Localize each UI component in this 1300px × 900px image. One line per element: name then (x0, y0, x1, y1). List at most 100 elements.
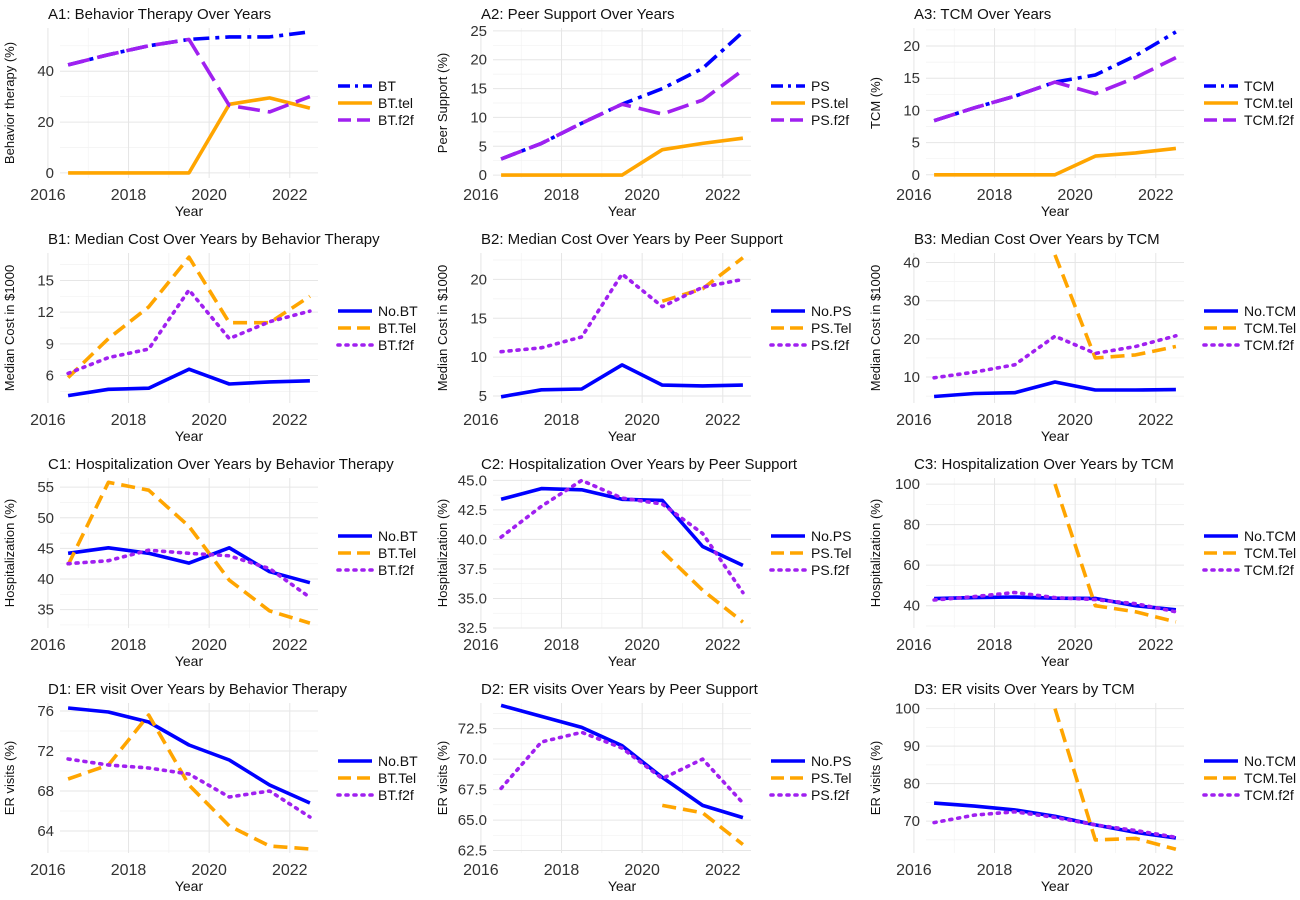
y-tick-label: 42.5 (458, 502, 487, 519)
y-tick-label: 68 (37, 783, 54, 800)
legend-label: BT.Tel (378, 770, 416, 786)
series-line-bt-f2f (66, 288, 312, 376)
series-line-tcm-tel (934, 146, 1177, 177)
chart-title: B3: Median Cost Over Years by TCM (914, 231, 1160, 248)
series-line-no-ps (500, 703, 744, 820)
x-axis-label: Year (1041, 203, 1070, 219)
y-tick-label: 15 (470, 81, 487, 98)
y-tick-label: 40 (903, 598, 920, 615)
legend-label: BT (378, 78, 396, 94)
y-tick-label: 5 (479, 138, 487, 155)
y-tick-label: 5 (479, 388, 487, 405)
legend-label: No.TCM (1244, 528, 1296, 544)
series-line-ps-tel (661, 549, 745, 624)
y-tick-label: 100 (895, 701, 920, 718)
y-tick-label: 40.0 (458, 531, 487, 548)
legend-label: BT.f2f (378, 337, 414, 353)
series-line-bt-tel (66, 255, 311, 379)
series-line-bt-tel (68, 96, 311, 175)
series-line-ps-f2f (499, 272, 745, 354)
chart-panel: 2016 2018 2020 2022 40 60 80 100 C3: Hospitaliza… (868, 456, 1296, 669)
legend-label: TCM (1244, 78, 1274, 94)
x-tick-label: 2022 (705, 862, 741, 879)
legend-label: PS.f2f (811, 787, 849, 803)
y-tick-label: 40 (37, 571, 54, 588)
y-axis-label: Hospitalization (%) (2, 499, 17, 607)
legend-label: No.TCM (1244, 753, 1296, 769)
series-line-ps-tel (661, 803, 745, 846)
chart-title: D3: ER visits Over Years by TCM (914, 681, 1135, 698)
chart-title: A2: Peer Support Over Years (481, 6, 674, 23)
chart-title: A3: TCM Over Years (914, 6, 1051, 23)
x-axis-label: Year (608, 653, 637, 669)
x-tick-label: 2018 (111, 637, 147, 654)
x-tick-label: 2020 (1057, 862, 1093, 879)
y-tick-label: 10 (470, 349, 487, 366)
series-line-tcm-tel (1053, 254, 1177, 360)
x-tick-label: 2018 (544, 637, 580, 654)
y-tick-label: 76 (37, 703, 54, 720)
x-tick-label: 2016 (30, 862, 66, 879)
x-tick-label: 2018 (544, 862, 580, 879)
legend-label: BT.tel (378, 95, 413, 111)
chart-panel: 2016 2018 2020 2022 0 20 40 A1: Behavior Therap… (2, 6, 414, 219)
legend-label: No.PS (811, 753, 851, 769)
x-axis-label: Year (608, 428, 637, 444)
legend-label: TCM.Tel (1244, 320, 1296, 336)
y-tick-label: 25 (470, 23, 487, 40)
x-axis-label: Year (175, 428, 204, 444)
x-tick-label: 2020 (624, 862, 660, 879)
y-tick-label: 10 (470, 109, 487, 126)
x-tick-label: 2016 (463, 187, 499, 204)
chart-panel: 2016 2018 2020 2022 64 68 72 76 D1: ER visit Ove… (2, 681, 418, 894)
y-tick-label: 40 (903, 255, 920, 272)
chart-title: C3: Hospitalization Over Years by TCM (914, 456, 1174, 473)
series-line-bt-f2f (66, 548, 312, 600)
y-tick-label: 67.5 (458, 782, 487, 799)
series-line-tcm-f2f (932, 333, 1178, 380)
y-tick-label: 40 (37, 63, 54, 80)
y-axis-label: Median Cost in $1000 (2, 265, 17, 391)
y-tick-label: 20 (903, 38, 920, 55)
series-line-tcm-f2f (932, 590, 1178, 614)
y-axis-label: Median Cost in $1000 (868, 265, 883, 391)
legend-label: TCM.f2f (1244, 112, 1294, 128)
series-line-tcm-f2f (932, 809, 1178, 840)
series-line-no-bt (67, 367, 310, 398)
y-tick-label: 5 (912, 135, 920, 152)
legend-label: TCM.f2f (1244, 787, 1294, 803)
chart-title: B1: Median Cost Over Years by Behavior T… (48, 231, 380, 248)
y-tick-label: 64 (37, 823, 54, 840)
x-axis-label: Year (1041, 878, 1070, 894)
y-axis-label: Hospitalization (%) (868, 499, 883, 607)
series-line-bt (67, 30, 311, 67)
x-tick-label: 2022 (272, 412, 308, 429)
series-line-ps-tel (501, 136, 744, 177)
y-tick-label: 6 (46, 368, 54, 385)
x-tick-label: 2018 (544, 187, 580, 204)
chart-panel: 2016 2018 2020 2022 6 9 12 15 B1: Median Cost Ov… (2, 231, 418, 444)
y-tick-label: 70.0 (458, 751, 487, 768)
y-tick-label: 30 (903, 293, 920, 310)
y-tick-label: 100 (895, 476, 920, 493)
x-tick-label: 2022 (1138, 412, 1174, 429)
series-line-ps-f2f (499, 478, 745, 595)
y-tick-label: 0 (46, 165, 54, 182)
y-tick-label: 70 (903, 813, 920, 830)
x-tick-label: 2018 (111, 412, 147, 429)
chart-panel: 2016 2018 2020 2022 32.5 35.0 37.5 40.0 42.5 45.0… (435, 456, 851, 669)
x-tick-label: 2016 (896, 862, 932, 879)
legend-label: PS.f2f (811, 562, 849, 578)
legend-label: PS (811, 78, 830, 94)
legend-label: No.PS (811, 303, 851, 319)
y-tick-label: 15 (470, 310, 487, 327)
legend-label: PS.Tel (811, 770, 851, 786)
legend-label: BT.f2f (378, 562, 414, 578)
y-tick-label: 35 (37, 602, 54, 619)
chart-title: D1: ER visit Over Years by Behavior Ther… (48, 681, 348, 698)
y-tick-label: 80 (903, 517, 920, 534)
chart-panel: 2016 2018 2020 2022 35 40 45 50 55 C1: Hospitaliz… (2, 456, 418, 669)
chart-title: C2: Hospitalization Over Years by Peer S… (481, 456, 798, 473)
